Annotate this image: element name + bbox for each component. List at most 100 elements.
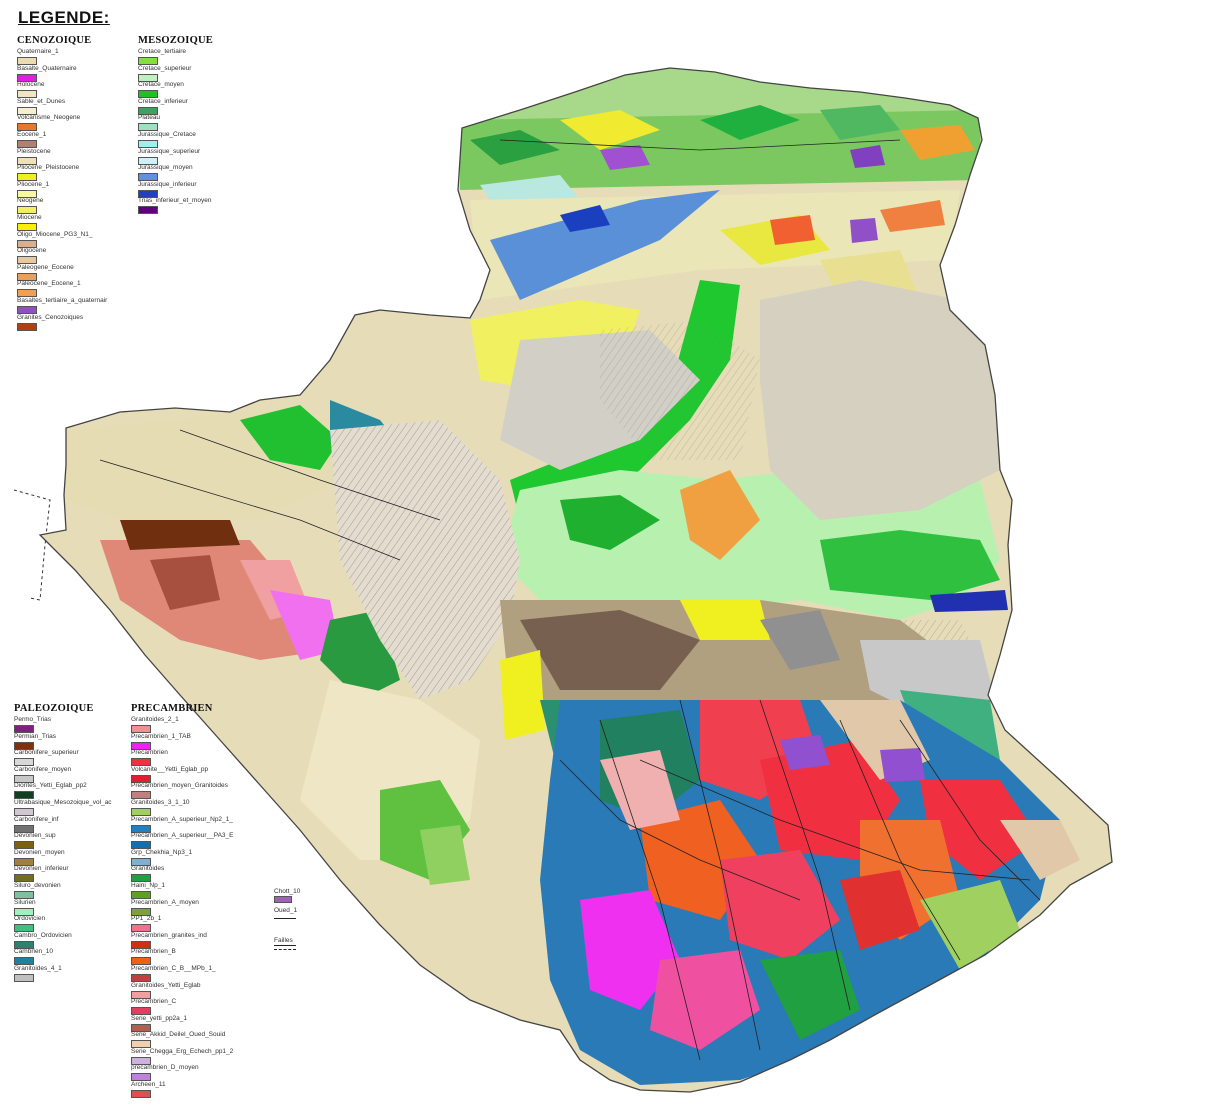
legend-item: Permo_Trias — [14, 716, 112, 733]
legend-item: Granitoides_2_1 — [131, 716, 234, 733]
legend-swatch — [17, 239, 37, 248]
legend-item: Pliocene_1 — [17, 181, 107, 198]
legend-item-label: Cambrien_10 — [14, 948, 54, 956]
oued-line — [274, 915, 296, 919]
legend-item-label: Cretace_superieur — [138, 64, 192, 72]
legend-swatch — [14, 907, 34, 916]
legend-swatch — [14, 890, 34, 899]
failles-label: Failles — [274, 937, 293, 944]
legend-item-label: Jurassique_moyen — [138, 164, 193, 172]
legend-swatch — [131, 890, 151, 899]
legend-item: Paleogene_Eocene — [17, 264, 107, 281]
legend-item: Carbonifere_superieur — [14, 749, 112, 767]
legend-swatch — [131, 774, 151, 783]
legend-group-paleozoique: PALEOZOIQUE Permo_Trias Permian_Trias Carb… — [14, 703, 112, 982]
legend-item-label: Pliocene_1 — [17, 180, 50, 188]
legend-item: Archeen_11 — [131, 1081, 234, 1099]
legend-item: Precambrien_1_TAB — [131, 733, 234, 750]
legend-item-label: Jurassique_Cretace — [138, 130, 196, 138]
legend-item: Jurassique_moyen — [138, 164, 213, 182]
legend-item: Grp_Chekhia_Np3_1 — [131, 849, 234, 866]
legend-swatch — [131, 1090, 151, 1099]
legend-item: Ordovicien — [14, 915, 112, 933]
legend-swatch — [138, 90, 158, 99]
legend-title: LEGENDE: — [18, 8, 110, 27]
legend-list: Cretace_tertiaire Cretace_superieur Cretac… — [138, 48, 213, 215]
legend-swatch — [14, 841, 34, 850]
legend-item: Paleocene_Eocene_1 — [17, 280, 107, 298]
legend-swatch — [138, 123, 158, 132]
legend-item: Precambrien_A_superieur_Np2_1_ — [131, 816, 234, 833]
legend-item-label: Granitoides_4_1 — [14, 964, 62, 972]
legend-item-label: Jurassique_superieur — [138, 147, 201, 155]
legend-item-label: Basalte_Quaternaire — [17, 64, 77, 72]
legend-item-label: Cretace_inferieur — [138, 97, 188, 105]
legend-swatch — [14, 874, 34, 883]
legend-item: Siluro_devonien — [14, 882, 112, 899]
legend-swatch — [131, 758, 151, 767]
legend-swatch — [14, 758, 34, 767]
legend-item: Trias_inferieur_et_moyen — [138, 197, 213, 215]
legend-item: Granitoides — [131, 865, 234, 883]
legend-item-label: Volcanisme_Neogene — [17, 114, 81, 122]
legend-swatch — [17, 206, 37, 215]
legend-item-label: Precambrien_1_TAB — [131, 732, 191, 740]
legend-swatch — [138, 206, 158, 215]
legend-item-label: precambrien_D_moyen — [131, 1064, 199, 1072]
legend-item-label: Diorites_Yetti_Eglab_pp2 — [14, 782, 87, 790]
legend-group-cenozoique: CENOZOIQUE Quaternaire_1 Basalte_Quaterna… — [17, 35, 108, 331]
legend-item: Granitoides_Yetti_Eglab — [131, 982, 234, 999]
legend-item-label: Precambrien_C_B__MPb_1_ — [131, 964, 216, 972]
legend-item-label: Quaternaire_1 — [17, 48, 59, 55]
legend-item: Precambrien_C — [131, 998, 234, 1016]
legend-swatch — [131, 1023, 151, 1032]
legend-swatch — [14, 973, 34, 982]
legend-item-label: Permo_Trias — [14, 716, 51, 723]
legend-swatch — [17, 222, 37, 231]
legend-item-label: Basaltes_tertiaire_a_quaternair — [17, 296, 108, 304]
legend-item: Precambrien_A_moyen — [131, 899, 234, 916]
legend-swatch — [131, 874, 151, 883]
legend-item-label: Jurassique_inferieur — [138, 180, 197, 188]
legend-swatch — [131, 907, 151, 916]
legend-swatch — [138, 173, 158, 182]
legend-swatch — [17, 289, 37, 298]
legend-swatch — [14, 940, 34, 949]
legend-list: Quaternaire_1 Basalte_Quaternaire Holocene… — [17, 48, 108, 331]
legend-item: Oligocene — [17, 247, 107, 265]
legend-swatch — [131, 824, 151, 833]
legend-item-label: PP1_2b_1 — [131, 915, 162, 923]
legend-item: Serie_Chegga_Erg_Echech_pp1_2 — [131, 1048, 234, 1065]
legend-item-label: Devonien_inferieur — [14, 865, 69, 873]
legend-item: Permian_Trias — [14, 733, 112, 750]
legend-item: Cretace_moyen — [138, 81, 213, 99]
legend-item-label: Haini_Np_1 — [131, 881, 165, 889]
legend-swatch — [131, 807, 151, 816]
legend-item-label: Eocene_1 — [17, 130, 47, 138]
legend-swatch — [14, 725, 34, 733]
oued-label: Oued_1 — [274, 907, 298, 914]
legend-item-label: Ordovicien — [14, 915, 46, 923]
legend-item: Sable_et_Dunes — [17, 98, 107, 115]
legend-item: Miocene — [17, 214, 107, 231]
legend-item: Eocene_1 — [17, 131, 107, 148]
legend-swatch — [14, 807, 34, 816]
legend-item-label: Pleistocene — [17, 147, 51, 155]
legend-item-label: Precambrien — [131, 749, 168, 757]
legend-item: Jurassique_inferieur — [138, 181, 213, 198]
legend-item-label: Granitoides_3_1_10 — [131, 798, 190, 806]
legend-item-label: Oligo_Miocene_PG3_N1_ — [17, 230, 93, 238]
legend-swatch — [17, 73, 37, 82]
legend-item: Precambrien — [131, 749, 234, 767]
legend-item-label: Precambrien_A_moyen — [131, 898, 199, 906]
legend-item: Basalte_Quaternaire — [17, 65, 107, 82]
legend-item-label: Carbonifere_moyen — [14, 765, 72, 773]
legend-swatch — [17, 272, 37, 281]
legend-swatch — [131, 973, 151, 982]
chott-swatch — [274, 896, 292, 903]
legend-item: Volcanisme_Neogene — [17, 114, 107, 132]
legend-swatch — [17, 322, 37, 331]
legend-item-label: Serie_Akkid_Deilel_Oued_Souid — [131, 1031, 226, 1039]
legend-item-label: Precambrien_moyen_Granitoides — [131, 782, 228, 790]
